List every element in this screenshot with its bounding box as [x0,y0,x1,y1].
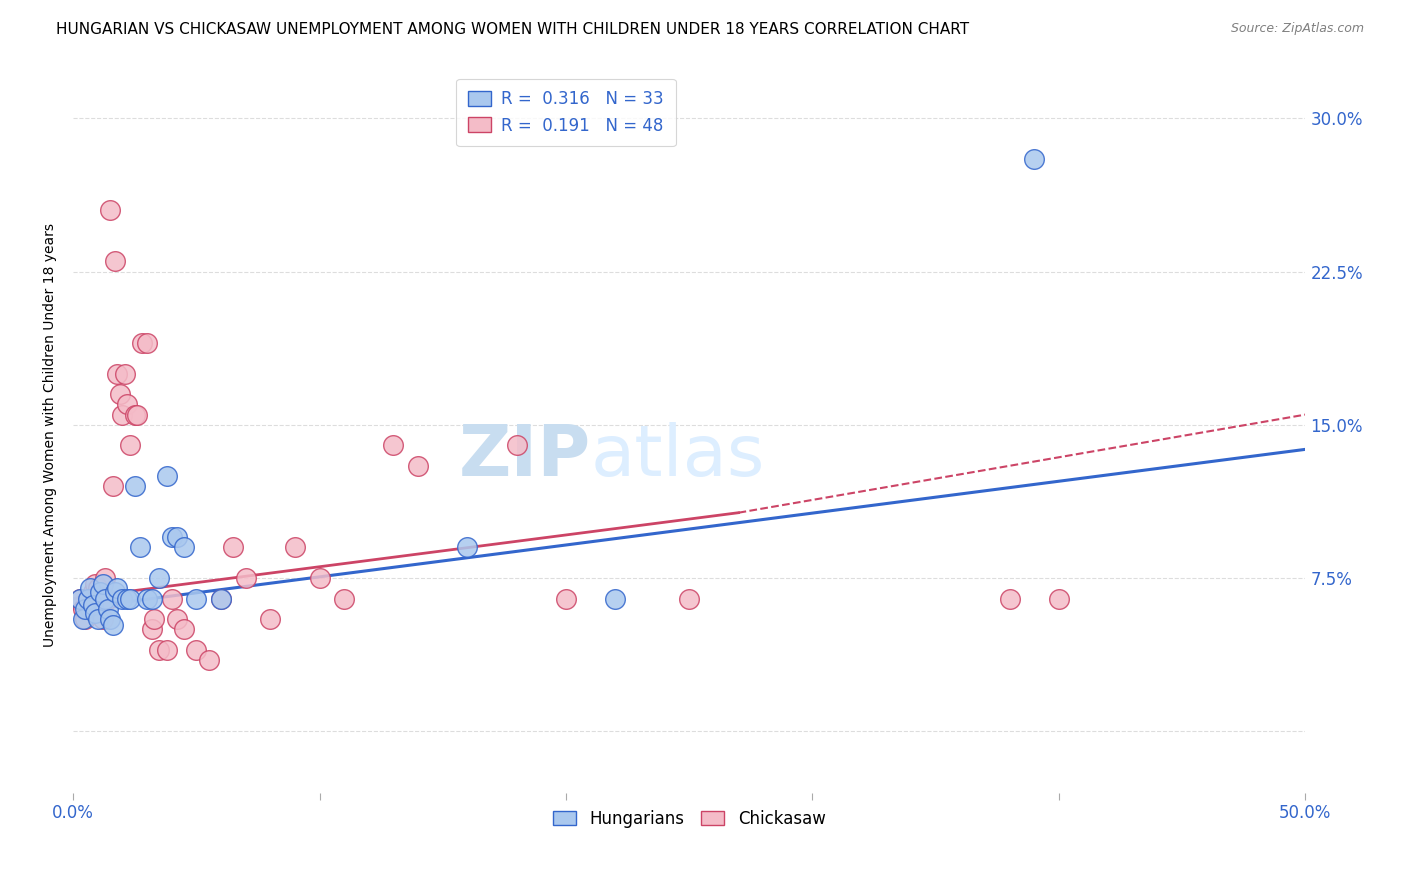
Point [108,387,131,401]
Point [128,541,150,555]
Point [107,582,129,596]
Point [678,591,700,606]
Text: Source: ZipAtlas.com: Source: ZipAtlas.com [1230,22,1364,36]
Point [111,408,134,422]
Point [91,612,114,626]
Point [118,591,141,606]
Point [72,601,94,615]
Point [186,591,208,606]
Point [101,618,124,632]
Point [235,571,257,585]
Point [124,479,146,493]
Point [998,591,1021,606]
Point [79,601,101,615]
Point [1047,591,1070,606]
Point [89,591,111,606]
Point [173,541,195,555]
Point [117,591,139,606]
Point [89,585,111,599]
Point [166,530,188,544]
Point [605,591,627,606]
Point [141,591,163,606]
Point [173,622,195,636]
Point [148,642,170,657]
Point [118,438,141,452]
Point [82,598,104,612]
Text: HUNGARIAN VS CHICKASAW UNEMPLOYMENT AMONG WOMEN WITH CHILDREN UNDER 18 YEARS COR: HUNGARIAN VS CHICKASAW UNEMPLOYMENT AMON… [56,22,969,37]
Point [87,612,110,626]
Point [124,408,146,422]
Point [456,541,478,555]
Point [97,601,120,615]
Point [222,541,245,555]
Point [506,438,529,452]
Point [141,622,163,636]
Point [117,397,139,411]
Point [160,530,183,544]
Point [82,585,104,599]
Text: atlas: atlas [591,422,765,491]
Point [75,601,97,615]
Text: ZIP: ZIP [458,422,591,491]
Point [259,612,281,626]
Point [186,642,208,657]
Point [197,653,219,667]
Point [131,336,153,351]
Point [284,541,307,555]
Point [98,612,121,626]
Point [104,585,127,599]
Point [69,591,91,606]
Point [114,367,136,381]
Point [87,582,110,596]
Point [84,606,107,620]
Point [98,203,121,218]
Point [79,582,101,596]
Point [77,591,100,606]
Point [1024,152,1046,166]
Point [94,571,117,585]
Point [308,571,330,585]
Point [406,458,429,473]
Point [111,591,134,606]
Point [136,591,159,606]
Point [127,408,149,422]
Point [97,591,120,606]
Point [333,591,356,606]
Point [107,367,129,381]
Point [75,612,97,626]
Point [91,577,114,591]
Y-axis label: Unemployment Among Women with Children Under 18 years: Unemployment Among Women with Children U… [44,223,58,647]
Point [104,254,127,268]
Point [209,591,232,606]
Point [209,591,232,606]
Point [160,591,183,606]
Point [156,642,179,657]
Point [382,438,405,452]
Point [101,479,124,493]
Point [148,571,170,585]
Point [143,612,166,626]
Point [136,336,159,351]
Point [156,469,179,483]
Point [69,591,91,606]
Point [72,612,94,626]
Point [555,591,578,606]
Point [166,612,188,626]
Legend: Hungarians, Chickasaw: Hungarians, Chickasaw [546,803,832,834]
Point [94,591,117,606]
Point [84,577,107,591]
Point [77,591,100,606]
